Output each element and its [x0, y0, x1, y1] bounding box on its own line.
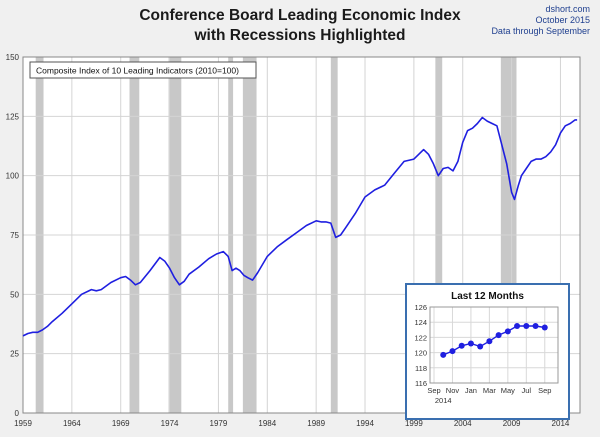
- title-line-2: with Recessions Highlighted: [194, 27, 406, 44]
- inset-y-tick-label: 120: [414, 349, 427, 358]
- source-site: dshort.com: [545, 4, 590, 14]
- x-tick-label: 1974: [161, 419, 179, 428]
- inset-x-tick-label: Jan: [465, 386, 477, 395]
- x-tick-label: 2004: [454, 419, 472, 428]
- inset-y-tick-label: 126: [414, 303, 427, 312]
- annotation-text: Composite Index of 10 Leading Indicators…: [36, 66, 239, 76]
- y-tick-label: 0: [15, 409, 20, 418]
- inset-data-point: [467, 340, 474, 347]
- inset-y-tick-label: 118: [415, 364, 427, 373]
- inset-x-tick-label: Nov: [446, 386, 460, 395]
- inset-data-point: [504, 328, 511, 335]
- x-tick-label: 1994: [356, 419, 374, 428]
- inset-x-tick-label: Mar: [483, 386, 496, 395]
- chart-title: Conference Board Leading Economic Index …: [0, 6, 600, 46]
- y-tick-label: 150: [6, 53, 20, 62]
- plot-border: [22, 56, 581, 414]
- inset-data-point: [449, 348, 456, 355]
- inset-plot-border: [429, 306, 559, 384]
- inset-x-tick-label: May: [501, 386, 515, 395]
- x-tick-label: 1999: [405, 419, 423, 428]
- inset-y-tick-label: 124: [414, 318, 427, 327]
- y-tick-label: 100: [6, 172, 20, 181]
- y-tick-label: 25: [10, 350, 19, 359]
- y-tick-label: 125: [6, 112, 20, 121]
- inset-data-point: [440, 351, 447, 358]
- x-tick-label: 1959: [14, 419, 32, 428]
- title-line-1: Conference Board Leading Economic Index: [139, 7, 461, 24]
- inset-y-tick-label: 116: [415, 379, 427, 388]
- inset-x-tick-label: Sep: [538, 386, 551, 395]
- x-tick-label: 1969: [112, 419, 130, 428]
- inset-data-point: [495, 332, 502, 339]
- source-note: Data through September: [491, 26, 590, 36]
- y-tick-label: 75: [10, 231, 19, 240]
- inset-title: Last 12 Months: [451, 291, 524, 302]
- x-tick-label: 1964: [63, 419, 81, 428]
- inset-year-label: 2014: [435, 396, 452, 405]
- x-tick-label: 1979: [210, 419, 228, 428]
- inset-data-point: [541, 324, 548, 331]
- x-tick-label: 2014: [552, 419, 570, 428]
- annotation-frame: [29, 61, 257, 79]
- inset-data-point: [532, 323, 539, 329]
- inset-data-point: [458, 342, 465, 349]
- y-tick-label: 50: [10, 290, 19, 299]
- source-date: October 2015: [535, 15, 590, 25]
- inset-data-point: [523, 323, 530, 329]
- inset-data-point: [486, 338, 493, 345]
- inset-x-tick-label: Jul: [522, 386, 532, 395]
- x-tick-label: 1984: [258, 419, 276, 428]
- inset-y-tick-label: 122: [414, 333, 427, 342]
- inset-x-tick-label: Sep: [427, 386, 440, 395]
- x-tick-label: 1989: [307, 419, 325, 428]
- series-line-lei: [22, 116, 578, 337]
- inset-plot-area: [430, 307, 558, 383]
- x-tick-label: 2009: [503, 419, 521, 428]
- annotation-box: Composite Index of 10 Leading Indicators…: [29, 61, 257, 79]
- source-block: dshort.com October 2015 Data through Sep…: [491, 4, 590, 37]
- inset-data-point: [477, 343, 484, 350]
- inset-data-point: [514, 323, 521, 329]
